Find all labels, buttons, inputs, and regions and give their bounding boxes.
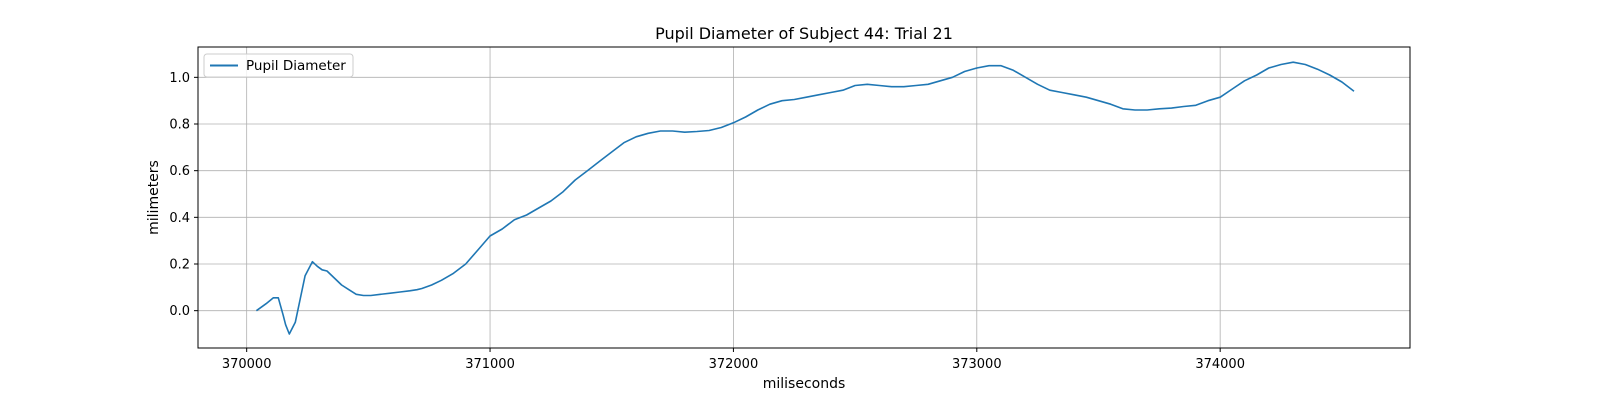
x-tick-label: 370000 <box>222 357 272 372</box>
plot-area-frame <box>197 46 1411 349</box>
y-tick-label: 0.0 <box>169 304 190 319</box>
series-line-pupil-diameter <box>255 61 1355 335</box>
y-tick-label: 0.2 <box>169 258 190 273</box>
legend: Pupil Diameter <box>203 53 354 78</box>
y-tick-label: 0.8 <box>169 118 190 133</box>
x-axis-label: miliseconds <box>763 376 846 392</box>
x-axis-ticks: 370000 371000 372000 373000 374000 <box>222 348 1245 372</box>
chart-title: Pupil Diameter of Subject 44: Trial 21 <box>655 24 953 43</box>
legend-label-pupil-diameter: Pupil Diameter <box>246 58 346 74</box>
y-tick-label: 0.6 <box>169 164 190 179</box>
x-tick-label: 371000 <box>465 357 515 372</box>
x-tick-label: 372000 <box>709 357 759 372</box>
grid <box>198 47 1410 348</box>
y-axis-ticks: 0.0 0.2 0.4 0.6 0.8 1.0 <box>169 71 198 319</box>
x-tick-label: 374000 <box>1195 357 1245 372</box>
legend-box <box>203 53 354 78</box>
y-tick-label: 1.0 <box>169 71 190 86</box>
y-axis-label: milimeters <box>146 160 162 235</box>
y-tick-label: 0.4 <box>169 211 190 226</box>
series-line-layer <box>255 61 1355 335</box>
x-tick-label: 373000 <box>952 357 1002 372</box>
